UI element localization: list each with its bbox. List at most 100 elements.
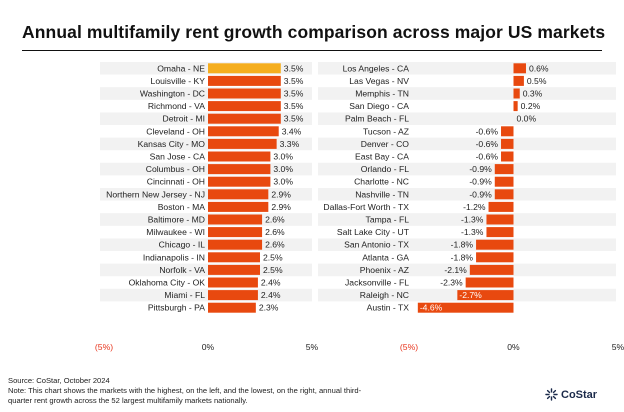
category-label: East Bay - CA xyxy=(355,152,409,162)
value-label: 0.6% xyxy=(529,63,549,73)
category-label: San Antonio - TX xyxy=(344,240,409,250)
bar xyxy=(208,113,281,124)
category-label: Denver - CO xyxy=(361,139,410,149)
category-label: Louisville - KY xyxy=(151,76,206,86)
category-label: Cleveland - OH xyxy=(146,126,205,136)
category-label: Indianapolis - IN xyxy=(143,252,205,262)
row-band xyxy=(318,213,616,226)
value-label: -1.3% xyxy=(461,215,484,225)
bar xyxy=(501,151,514,162)
bar xyxy=(208,164,271,175)
bar xyxy=(465,277,514,288)
x-tick-label: (5%) xyxy=(95,342,113,352)
bar xyxy=(208,201,269,212)
bar xyxy=(501,126,514,137)
bar xyxy=(494,164,514,175)
category-label: Austin - TX xyxy=(367,303,410,313)
bar xyxy=(208,264,260,275)
value-label: 0.2% xyxy=(521,101,541,111)
row-band xyxy=(318,188,616,201)
x-tick-label: (5%) xyxy=(400,342,418,352)
value-label: 2.4% xyxy=(261,290,281,300)
bar xyxy=(457,290,514,301)
bar xyxy=(513,88,520,99)
category-label: Columbus - OH xyxy=(146,164,205,174)
bar xyxy=(476,252,514,263)
category-label: Palm Beach - FL xyxy=(345,114,409,124)
note-line-1: Note: This chart shows the markets with … xyxy=(8,386,362,395)
bar xyxy=(486,227,514,238)
bar xyxy=(208,290,258,301)
row-band xyxy=(318,87,616,100)
row-band xyxy=(318,62,616,75)
value-label: -2.3% xyxy=(440,278,463,288)
category-label: Richmond - VA xyxy=(148,101,205,111)
value-label: -1.8% xyxy=(451,252,474,262)
chart-title: Annual multifamily rent growth compariso… xyxy=(22,22,606,42)
value-label: 3.0% xyxy=(273,152,293,162)
bar xyxy=(208,138,277,149)
category-label: San Jose - CA xyxy=(150,152,206,162)
category-label: Jacksonville - FL xyxy=(345,278,409,288)
value-label: 2.9% xyxy=(271,189,291,199)
category-label: Charlotte - NC xyxy=(354,177,409,187)
category-label: San Diego - CA xyxy=(349,101,409,111)
logo-text: CoStar xyxy=(561,388,598,401)
value-label: 3.3% xyxy=(280,139,300,149)
costar-starburst-icon xyxy=(545,388,558,401)
category-label: Tucson - AZ xyxy=(363,126,409,136)
value-label: -2.1% xyxy=(444,265,467,275)
bar xyxy=(476,239,514,250)
bar xyxy=(208,302,256,313)
value-label: 3.5% xyxy=(284,101,304,111)
value-label: 2.6% xyxy=(265,240,285,250)
bar xyxy=(208,239,263,250)
category-label: Boston - MA xyxy=(158,202,206,212)
category-label: Phoenix - AZ xyxy=(360,265,409,275)
category-label: Nashville - TN xyxy=(355,189,409,199)
bar xyxy=(208,101,281,112)
bar xyxy=(494,176,514,187)
category-label: Milwaukee - WI xyxy=(146,227,205,237)
row-band xyxy=(318,137,616,151)
source-note: Source: CoStar, October 2024 xyxy=(8,376,110,385)
value-label: 3.0% xyxy=(273,177,293,187)
category-label: Norfolk - VA xyxy=(159,265,205,275)
bar xyxy=(488,201,514,212)
value-label: -0.6% xyxy=(476,126,499,136)
value-label: -0.9% xyxy=(469,189,492,199)
value-label: 2.3% xyxy=(259,303,279,313)
value-label: 2.5% xyxy=(263,265,283,275)
value-label: 3.4% xyxy=(282,126,302,136)
bar xyxy=(208,227,263,238)
bar xyxy=(486,214,514,225)
category-label: Orlando - FL xyxy=(361,164,409,174)
value-label: 2.6% xyxy=(265,227,285,237)
category-label: Memphis - TN xyxy=(355,89,409,99)
bar xyxy=(208,126,279,137)
category-label: Atlanta - GA xyxy=(362,252,409,262)
bar xyxy=(208,75,281,86)
row-band xyxy=(318,112,616,125)
value-label: 0.5% xyxy=(527,76,547,86)
category-label: Northern New Jersey - NJ xyxy=(106,189,205,199)
x-tick-label: 5% xyxy=(612,342,624,352)
row-band xyxy=(318,162,616,176)
note-line-2: quarter rent growth across the 52 larges… xyxy=(8,396,248,405)
value-label: 2.6% xyxy=(265,215,285,225)
category-label: Dallas-Fort Worth - TX xyxy=(323,202,409,212)
bar xyxy=(513,63,526,74)
bar xyxy=(513,75,524,86)
value-label: 3.5% xyxy=(284,76,304,86)
value-label: 3.5% xyxy=(284,89,304,99)
bar xyxy=(208,151,271,162)
category-label: Tampa - FL xyxy=(366,215,410,225)
x-tick-label: 0% xyxy=(202,342,215,352)
value-label: 3.5% xyxy=(284,114,304,124)
value-label: -0.9% xyxy=(469,177,492,187)
category-label: Chicago - IL xyxy=(159,240,206,250)
bar xyxy=(208,189,269,200)
value-label: -1.3% xyxy=(461,227,484,237)
x-tick-label: 0% xyxy=(507,342,520,352)
